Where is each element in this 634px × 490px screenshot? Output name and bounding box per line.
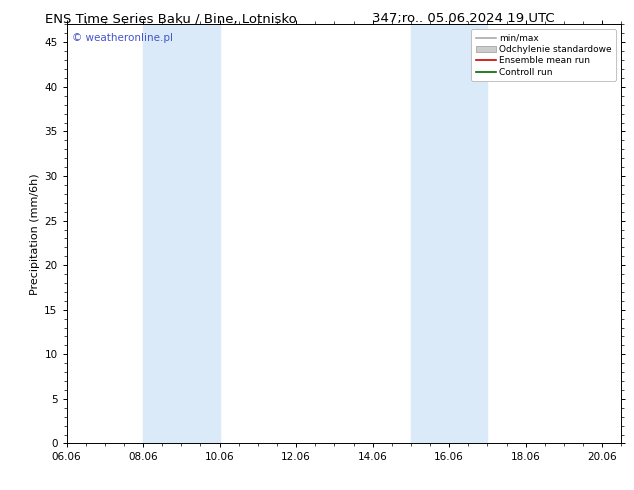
Y-axis label: Precipitation (mm/6h): Precipitation (mm/6h) (30, 173, 40, 295)
Text: ENS Time Series Baku / Bine, Lotnisko: ENS Time Series Baku / Bine, Lotnisko (45, 12, 297, 25)
Bar (143, 24, 219, 443)
Bar (411, 24, 488, 443)
Text: 347;ro.. 05.06.2024 19 UTC: 347;ro.. 05.06.2024 19 UTC (372, 12, 554, 25)
Legend: min/max, Odchylenie standardowe, Ensemble mean run, Controll run: min/max, Odchylenie standardowe, Ensembl… (471, 29, 616, 81)
Text: © weatheronline.pl: © weatheronline.pl (72, 33, 173, 43)
